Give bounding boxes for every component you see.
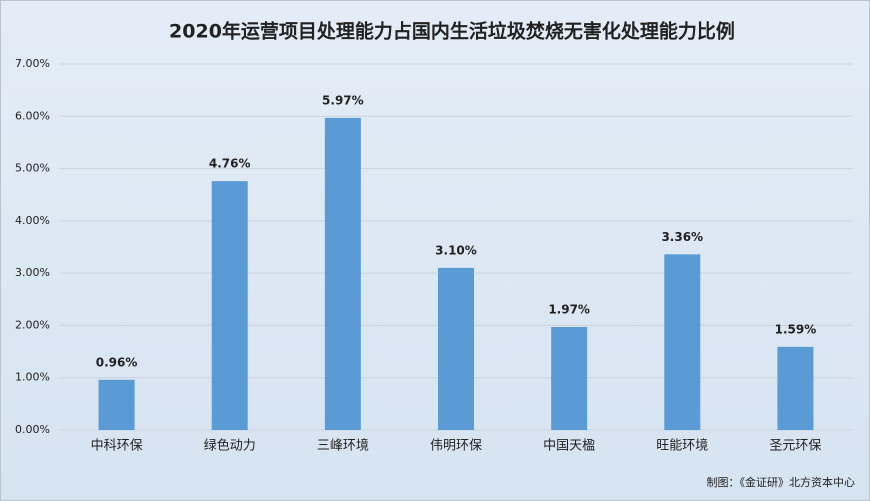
chart-title: 2020年运营项目处理能力占国内生活垃圾焚烧无害化处理能力比例 xyxy=(169,20,735,43)
data-label: 5.97% xyxy=(322,93,364,107)
bar xyxy=(777,346,814,430)
x-tick-label: 圣元环保 xyxy=(769,439,821,454)
data-label: 4.76% xyxy=(209,157,251,171)
y-tick-label: 6.00% xyxy=(15,109,50,122)
y-tick-label: 1.00% xyxy=(15,371,50,384)
data-label: 3.36% xyxy=(661,230,703,244)
bar xyxy=(664,254,701,430)
y-tick-label: 4.00% xyxy=(15,214,50,227)
x-tick-label: 绿色动力 xyxy=(204,438,256,454)
data-label: 1.59% xyxy=(775,322,817,336)
data-label: 3.10% xyxy=(435,243,477,257)
bar xyxy=(551,326,588,430)
source-note: 制图：《金证研》北方资本中心 xyxy=(707,475,856,489)
x-tick-label: 旺能环境 xyxy=(656,439,708,454)
y-tick-label: 2.00% xyxy=(15,318,50,331)
y-tick-label: 0.00% xyxy=(15,423,50,436)
data-label: 0.96% xyxy=(96,355,138,369)
bar xyxy=(324,117,361,431)
x-tick-label: 中科环保 xyxy=(91,439,143,454)
x-tick-label: 三峰环境 xyxy=(317,439,369,454)
bar xyxy=(438,267,474,430)
bar xyxy=(211,181,248,430)
y-tick-label: 3.00% xyxy=(15,266,50,279)
bar xyxy=(98,379,135,430)
y-tick-label: 7.00% xyxy=(15,57,50,70)
y-tick-label: 5.00% xyxy=(15,162,50,175)
x-tick-label: 伟明环保 xyxy=(430,439,482,454)
x-tick-label: 中国天楹 xyxy=(543,438,595,454)
data-label: 1.97% xyxy=(548,302,590,316)
